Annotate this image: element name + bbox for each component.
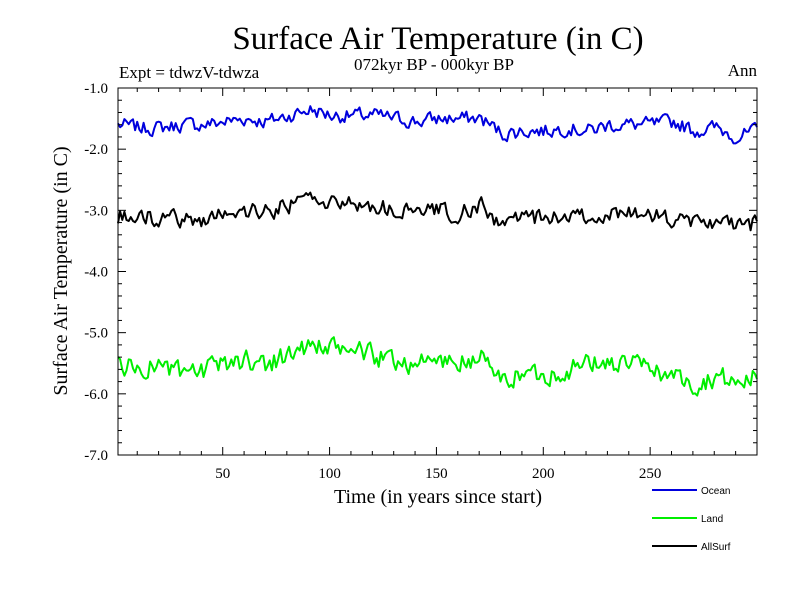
series-line-ocean bbox=[117, 105, 758, 145]
chart-subtitle: 072kyr BP - 000kyr BP bbox=[354, 55, 514, 74]
x-axis-label: Time (in years since start) bbox=[334, 486, 542, 508]
legend-label-allsurf: AllSurf bbox=[701, 542, 731, 553]
x-tick-label: 250 bbox=[639, 466, 662, 482]
chart-title: Surface Air Temperature (in C) bbox=[232, 21, 643, 57]
x-axis: 50 100 150 200 250 bbox=[136, 88, 737, 482]
y-tick-label: -6.0 bbox=[84, 387, 108, 403]
y-axis: -1.0 -2.0 -3.0 -4.0 -5.0 -6.0 -7.0 bbox=[84, 81, 757, 464]
series-line-land bbox=[117, 336, 758, 397]
experiment-label: Expt = tdwzV-tdwza bbox=[119, 63, 260, 82]
y-tick-label: -7.0 bbox=[84, 448, 108, 464]
series-line-allsurf bbox=[117, 191, 758, 232]
period-label: Ann bbox=[728, 61, 758, 80]
y-tick-label: -2.0 bbox=[84, 142, 108, 158]
plot-frame bbox=[117, 87, 758, 456]
x-tick-label: 150 bbox=[425, 466, 448, 482]
y-tick-label: -4.0 bbox=[84, 265, 108, 281]
y-axis-label: Surface Air Temperature (in C) bbox=[50, 146, 72, 395]
x-tick-label: 50 bbox=[215, 466, 230, 482]
series-lines bbox=[117, 105, 758, 397]
x-tick-label: 100 bbox=[318, 466, 341, 482]
legend-label-land: Land bbox=[701, 514, 723, 525]
y-tick-label: -5.0 bbox=[84, 326, 108, 342]
legend-label-ocean: Ocean bbox=[701, 486, 730, 497]
y-tick-label: -3.0 bbox=[84, 203, 108, 219]
y-tick-label: -1.0 bbox=[84, 81, 108, 97]
legend: Ocean Land AllSurf bbox=[652, 486, 731, 553]
x-tick-label: 200 bbox=[532, 466, 555, 482]
